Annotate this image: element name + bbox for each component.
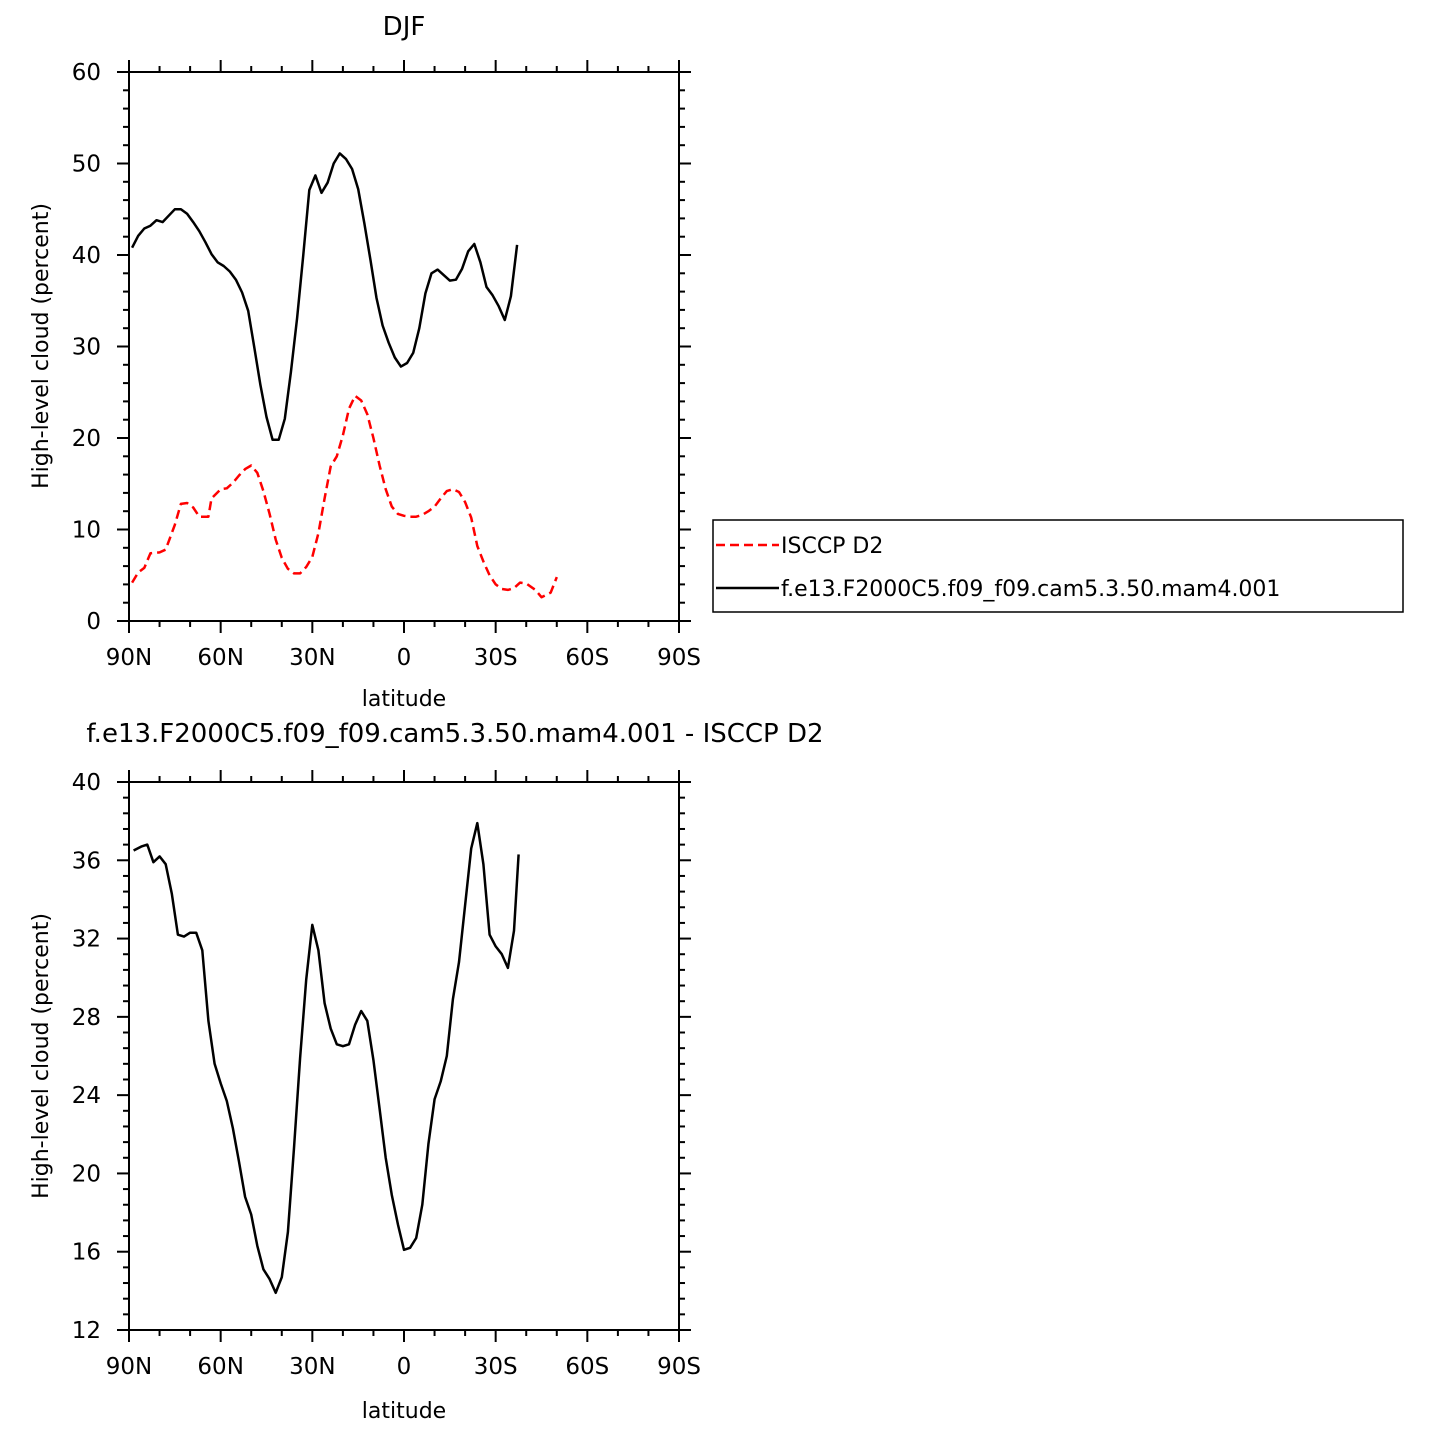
bottom-y-axis-title: High-level cloud (percent) xyxy=(29,913,54,1199)
bottom-panel: f.e13.F2000C5.f09_f09.cam5.3.50.mam4.001… xyxy=(29,719,824,1424)
y-tick-label: 0 xyxy=(86,609,101,635)
series-line-1 xyxy=(130,152,519,442)
y-tick-label: 12 xyxy=(72,1318,101,1344)
x-tick-label: 60S xyxy=(565,645,609,671)
y-tick-label: 24 xyxy=(72,1083,101,1109)
legend-label-isccp: ISCCP D2 xyxy=(781,534,883,559)
y-tick-label: 32 xyxy=(72,927,101,953)
series-line-0 xyxy=(131,394,558,599)
x-tick-label: 30N xyxy=(289,645,335,671)
y-tick-label: 40 xyxy=(72,243,101,269)
y-tick-label: 60 xyxy=(72,60,101,86)
y-tick-label: 50 xyxy=(72,152,101,178)
y-tick-label: 10 xyxy=(72,518,101,544)
x-tick-label: 0 xyxy=(397,1354,412,1380)
top-y-axis-title: High-level cloud (percent) xyxy=(29,203,54,489)
top-axes: 90N 60N 30N 0 30S 60S 90S 0 10 20 30 40 50 60 xyxy=(72,60,701,671)
x-tick-label: 60N xyxy=(197,1354,243,1380)
top-x-axis-title: latitude xyxy=(362,687,446,712)
legend-label-model: f.e13.F2000C5.f09_f09.cam5.3.50.mam4.001 xyxy=(781,577,1280,602)
bottom-axes: 90N 60N 30N 0 30S 60S 90S 12 16 20 24 28 32 36 40 xyxy=(72,770,701,1380)
plot-frame xyxy=(128,71,680,622)
x-tick-label: 30N xyxy=(289,1354,335,1380)
x-tick-label: 90N xyxy=(106,645,152,671)
x-tick-label: 90N xyxy=(106,1354,152,1380)
y-tick-label: 20 xyxy=(72,426,101,452)
bottom-x-axis-title: latitude xyxy=(362,1399,446,1424)
y-tick-label: 28 xyxy=(72,1005,101,1031)
x-tick-label: 30S xyxy=(474,1354,518,1380)
top-panel-title: DJF xyxy=(383,12,426,42)
x-tick-label: 0 xyxy=(397,645,412,671)
x-tick-label: 90S xyxy=(657,1354,701,1380)
y-tick-label: 16 xyxy=(72,1240,101,1266)
y-tick-label: 20 xyxy=(72,1161,101,1187)
bottom-panel-title: f.e13.F2000C5.f09_f09.cam5.3.50.mam4.001… xyxy=(86,719,823,749)
top-series xyxy=(130,152,558,599)
legend-box xyxy=(712,519,1404,613)
x-tick-label: 90S xyxy=(657,645,701,671)
x-tick-label: 60N xyxy=(197,645,243,671)
y-tick-label: 30 xyxy=(72,335,101,361)
x-tick-label: 30S xyxy=(474,645,518,671)
top-panel: DJF 90N 60N 30N 0 30S 60S 90S 0 10 20 30 40 50 60 lat… xyxy=(29,12,701,712)
bottom-series xyxy=(133,821,520,1295)
series-line-0 xyxy=(133,821,520,1295)
legend: ISCCP D2 f.e13.F2000C5.f09_f09.cam5.3.50… xyxy=(712,519,1404,613)
x-tick-label: 60S xyxy=(565,1354,609,1380)
y-tick-label: 36 xyxy=(72,848,101,874)
y-tick-label: 40 xyxy=(72,770,101,796)
